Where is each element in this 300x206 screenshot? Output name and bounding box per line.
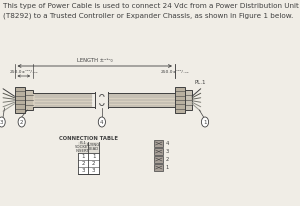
Text: FLYING
LEAD: FLYING LEAD bbox=[87, 144, 100, 151]
Bar bbox=[154, 140, 164, 147]
Text: 4: 4 bbox=[166, 141, 169, 146]
Text: PL1
SOCKET
INSERT: PL1 SOCKET INSERT bbox=[75, 142, 91, 153]
Bar bbox=[25, 90, 33, 110]
Text: (T8292) to a Trusted Controller or Expander Chassis, as shown in Figure 1 below.: (T8292) to a Trusted Controller or Expan… bbox=[3, 12, 293, 19]
Text: PL.1: PL.1 bbox=[195, 80, 206, 84]
Text: 1: 1 bbox=[166, 165, 169, 170]
Text: 250.0±¹⁰⁰/₋₀₂: 250.0±¹⁰⁰/₋₀₂ bbox=[10, 70, 38, 74]
Text: 1: 1 bbox=[92, 154, 95, 159]
Text: 2: 2 bbox=[20, 119, 23, 124]
Circle shape bbox=[0, 117, 5, 127]
Text: 4: 4 bbox=[100, 119, 103, 124]
Text: 1: 1 bbox=[203, 119, 207, 124]
Bar bbox=[185, 90, 192, 110]
Bar bbox=[108, 93, 175, 107]
Text: 3: 3 bbox=[92, 168, 95, 173]
Text: 2: 2 bbox=[166, 157, 169, 162]
Text: 3: 3 bbox=[0, 119, 3, 124]
Text: 2: 2 bbox=[81, 161, 85, 166]
Circle shape bbox=[201, 117, 208, 127]
Text: LENGTH ±²⁵⁰₀: LENGTH ±²⁵⁰₀ bbox=[77, 58, 112, 63]
Text: CONNECTION TABLE: CONNECTION TABLE bbox=[59, 136, 118, 141]
Bar bbox=[77, 142, 99, 174]
Bar bbox=[14, 87, 25, 113]
Text: 1: 1 bbox=[81, 154, 85, 159]
Circle shape bbox=[98, 117, 106, 127]
Text: 3: 3 bbox=[166, 149, 169, 154]
Bar bbox=[154, 164, 164, 171]
Bar bbox=[154, 156, 164, 163]
Bar bbox=[33, 93, 92, 107]
Bar bbox=[175, 87, 185, 113]
Text: 250.0±¹⁰⁰/₋₀₂: 250.0±¹⁰⁰/₋₀₂ bbox=[160, 70, 189, 74]
Bar bbox=[154, 148, 164, 155]
Text: 2: 2 bbox=[92, 161, 95, 166]
Text: This type of Power Cable is used to connect 24 Vdc from a Power Distribution Uni: This type of Power Cable is used to conn… bbox=[3, 3, 300, 9]
Circle shape bbox=[18, 117, 25, 127]
Text: 3: 3 bbox=[81, 168, 85, 173]
Bar bbox=[77, 142, 99, 153]
